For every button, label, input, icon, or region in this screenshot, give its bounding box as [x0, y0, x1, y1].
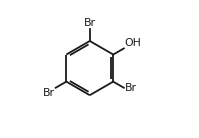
Text: OH: OH [125, 38, 141, 48]
Text: Br: Br [125, 83, 137, 93]
Text: Br: Br [84, 18, 96, 28]
Text: Br: Br [43, 88, 55, 98]
